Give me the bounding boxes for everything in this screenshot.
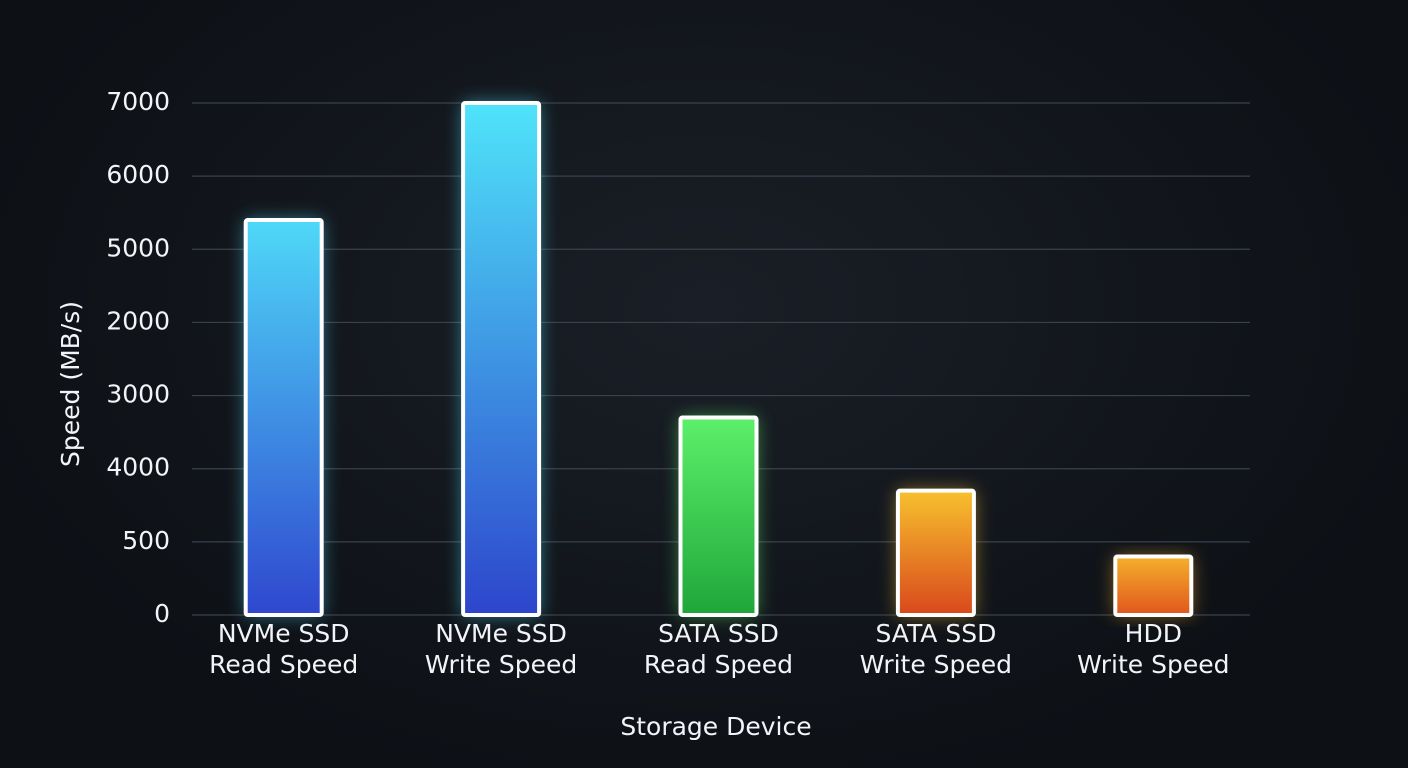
y-tick-label: 3000	[106, 380, 170, 409]
y-tick-label: 0	[154, 599, 170, 628]
y-tick-label: 7000	[106, 87, 170, 116]
y-axis-title: Speed (MB/s)	[56, 301, 85, 467]
bar	[895, 488, 976, 617]
x-axis-title: Storage Device	[620, 712, 811, 741]
y-tick-label: 2000	[106, 306, 170, 335]
y-tick-label: 6000	[106, 160, 170, 189]
y-tick-label: 4000	[106, 453, 170, 482]
bar	[1113, 554, 1194, 618]
bar	[243, 218, 324, 617]
x-tick-label: NVMe SSD Write Speed	[424, 619, 578, 679]
x-tick-label: SATA SSD Read Speed	[643, 619, 794, 679]
x-tick-label: NVMe SSD Read Speed	[209, 619, 359, 679]
x-tick-label: HDD Write Speed	[1077, 619, 1230, 679]
x-tick-label: SATA SSD Write Speed	[859, 619, 1013, 679]
bar	[461, 101, 542, 617]
bar	[678, 415, 759, 617]
y-tick-label: 500	[122, 526, 170, 555]
y-tick-label: 5000	[106, 233, 170, 262]
